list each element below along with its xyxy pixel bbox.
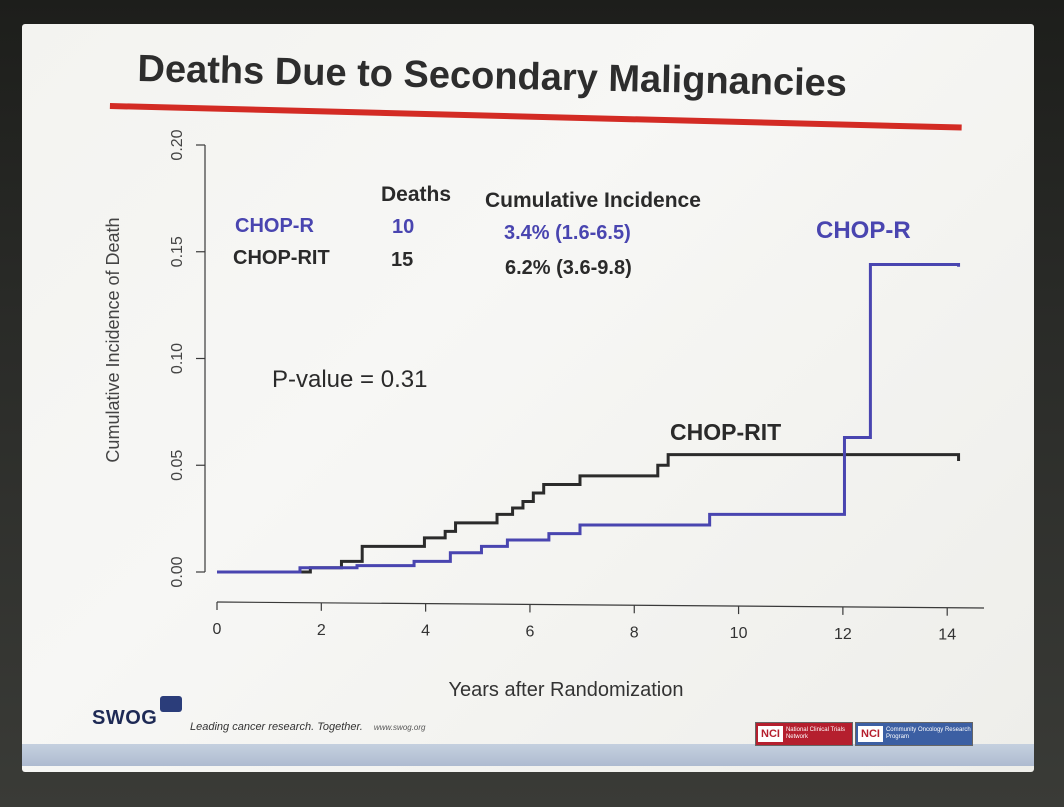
nci-1-sub: National Clinical Trials Network [785,727,845,740]
table-row-incidence-chop-rit: 6.2% (3.6-9.8) [505,257,632,279]
y-tick-label: 0.05 [169,450,186,481]
nci-2-tag: NCI [858,726,883,742]
table-header-incidence: Cumulative Incidence [485,189,701,212]
series-label-chop-rit: CHOP-RIT [670,419,781,445]
x-tick-label: 0 [213,621,222,638]
table-row-arm-chop-rit: CHOP-RIT [233,247,330,269]
y-tick-label: 0.00 [169,556,186,587]
y-ticks: 0.00 0.05 0.10 0.15 0.20 [169,129,205,588]
x-tick-label: 8 [630,624,639,641]
nci-1-tag: NCI [758,726,783,742]
tagline-text: Leading cancer research. Together. [190,721,363,733]
p-value-annotation: P-value = 0.31 [272,366,427,393]
x-axis-label: Years after Randomization [449,679,684,701]
x-tick-label: 4 [421,623,430,640]
swog-logo-mark-icon [160,696,182,712]
series-lines [217,263,961,574]
table-row-deaths-chop-rit: 15 [391,249,413,271]
nci-ncorp-badge: NCI Community Oncology Research Program [855,722,973,746]
slide [22,24,1034,772]
y-axis-label: Cumulative Incidence of Death [103,217,123,462]
nci-ctn-badge: NCI National Clinical Trials Network [755,722,853,746]
x-tick-label: 6 [525,623,534,640]
swog-tagline: Leading cancer research. Together. www.s… [190,721,426,733]
y-tick-label: 0.15 [169,236,186,267]
nci-2-sub: Community Oncology Research Program [885,727,971,740]
series-line-chop-rit [217,453,961,574]
swog-logo: SWOG [92,707,158,729]
y-tick-label: 0.10 [169,343,186,374]
x-tick-label: 10 [730,625,748,642]
footer-bar [22,744,1034,766]
series-label-chop-r: CHOP-R [816,217,911,244]
x-tick-label: 14 [938,627,956,644]
table-row-deaths-chop-r: 10 [392,216,414,238]
x-tick-label: 12 [834,626,852,643]
series-line-chop-r [217,263,961,574]
swog-url: www.swog.org [373,723,426,732]
x-axis-line [216,601,985,609]
table-header-deaths: Deaths [381,183,451,206]
x-tick-label: 2 [317,622,326,639]
table-row-arm-chop-r: CHOP-R [235,215,314,237]
table-row-incidence-chop-r: 3.4% (1.6-6.5) [504,222,631,244]
y-tick-label: 0.20 [169,129,186,160]
x-ticks: 0 2 4 6 8 10 12 14 [213,602,956,644]
